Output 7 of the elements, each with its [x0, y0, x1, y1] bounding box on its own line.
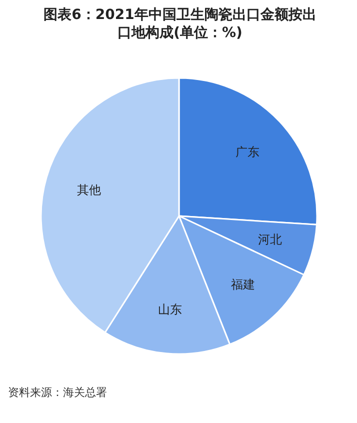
- slice-label: 其他: [76, 182, 101, 197]
- slice-label: 山东: [158, 302, 182, 316]
- slice-label: 河北: [258, 232, 282, 246]
- slice-label: 福建: [231, 277, 256, 292]
- chart-title: 图表6：2021年中国卫生陶瓷出口金额按出口地构成(单位：%): [42, 6, 318, 42]
- slice-label: 广东: [235, 144, 260, 159]
- text: 资料来源：海关总署: [8, 385, 107, 400]
